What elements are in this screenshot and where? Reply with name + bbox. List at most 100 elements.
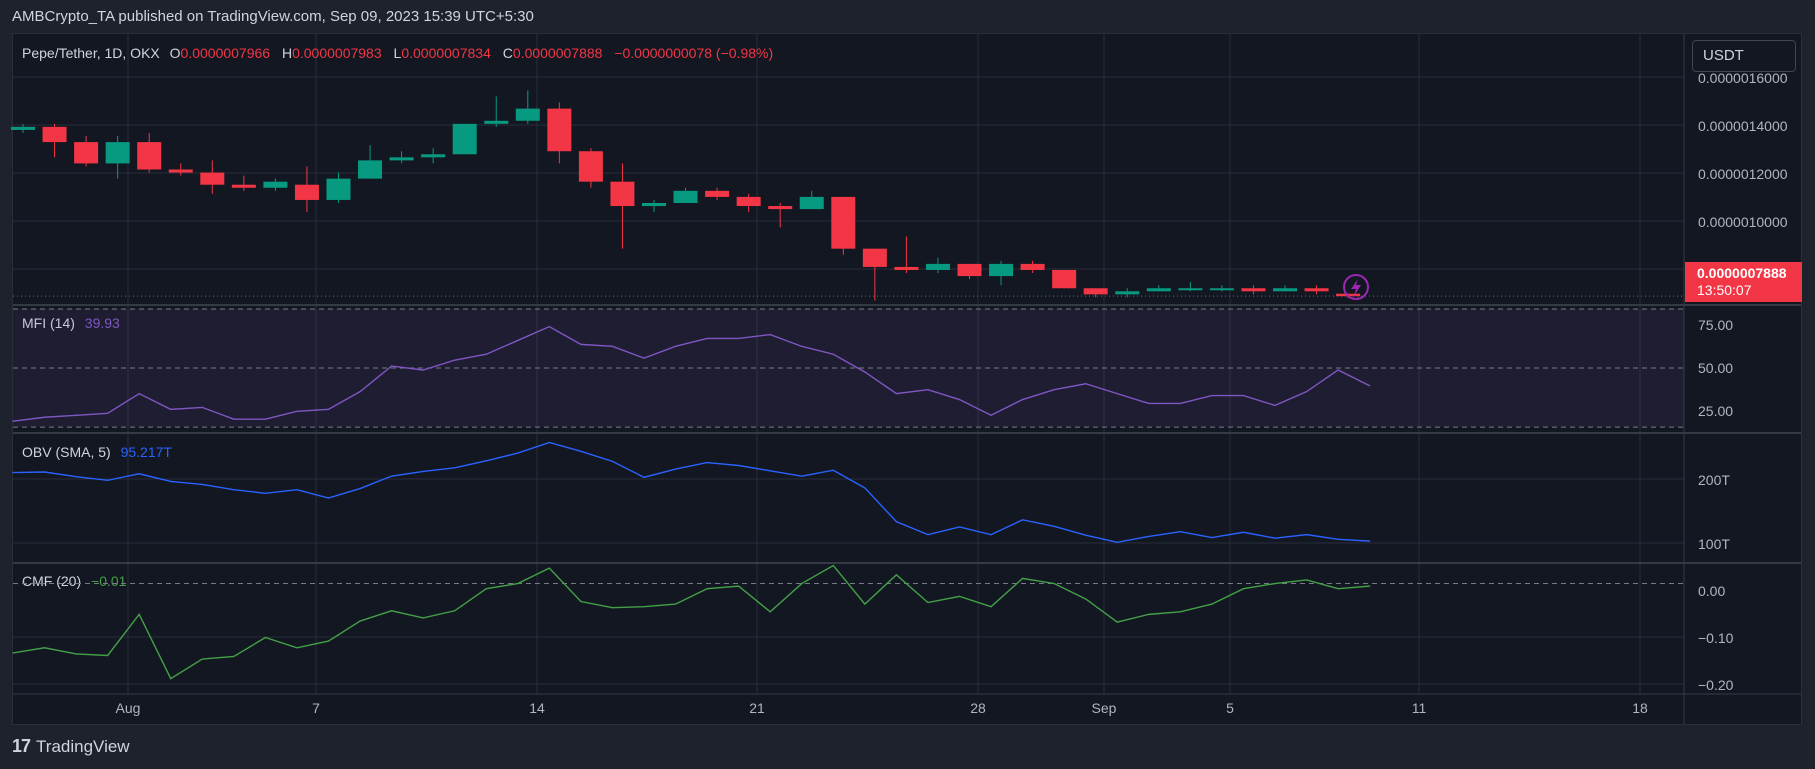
obv-point [1116, 541, 1118, 543]
cmf-point [832, 564, 834, 567]
cmf-point [674, 603, 677, 605]
time-tick: Sep [1092, 700, 1117, 716]
mfi-band-fill [13, 308, 1684, 428]
price-tick: 0.0000014000 [1698, 118, 1788, 134]
obv-point [832, 469, 834, 471]
candle-body [1273, 288, 1297, 292]
svg-text:CMF (20) −0.01: CMF (20) −0.01 [22, 573, 127, 589]
candle-body [1146, 288, 1171, 292]
mfi-point [12, 420, 14, 422]
last-price-tag: 0.0000007888 13:50:07 [1685, 262, 1802, 302]
cmf-point [1053, 582, 1055, 585]
mfi-point [1053, 389, 1055, 391]
cmf-point [706, 588, 708, 590]
obv-point [864, 487, 866, 489]
mfi-point [485, 353, 487, 355]
candle-body [515, 108, 540, 121]
legend-c-label: C [503, 45, 513, 61]
obv-point [517, 452, 519, 454]
candle-body [1209, 288, 1234, 291]
cmf-point [327, 640, 330, 642]
mfi-point [958, 398, 961, 401]
obv-label: OBV (SMA, 5) [22, 444, 111, 460]
time-tick: 21 [749, 700, 765, 716]
obv-point [674, 468, 677, 470]
cmf-point [801, 582, 803, 585]
time-tick: 11 [1412, 700, 1427, 716]
publisher-header: AMBCrypto_TA published on TradingView.co… [12, 8, 534, 25]
cmf-point [233, 655, 235, 658]
candle-body [1115, 291, 1140, 295]
obv-point [422, 470, 424, 473]
obv-point [1305, 534, 1308, 536]
mfi-point [107, 412, 109, 414]
cmf-point [422, 617, 424, 619]
candle-body [1178, 288, 1203, 291]
cmf-point [170, 677, 172, 680]
obv-point [1242, 531, 1245, 533]
currency-button[interactable]: USDT [1692, 40, 1796, 72]
mfi-point [643, 357, 645, 359]
obv-point [1085, 534, 1087, 536]
mfi-point [1148, 402, 1150, 405]
legend-open: 0.0000007966 [181, 45, 271, 61]
mfi-point [359, 391, 361, 393]
lightning-alert-icon[interactable] [1343, 274, 1369, 300]
mfi-point [43, 416, 46, 418]
candle-body [294, 184, 319, 200]
cmf-point [43, 647, 46, 649]
cmf-tick: 0.00 [1698, 583, 1725, 599]
cmf-point [738, 585, 740, 587]
cmf-tick: −0.10 [1698, 630, 1734, 646]
candle-body [547, 108, 572, 152]
obv-point [801, 475, 803, 477]
candle-body [799, 196, 824, 210]
chart-area[interactable] [12, 33, 1802, 725]
mfi-tick: 50.00 [1698, 360, 1733, 376]
mfi-point [927, 389, 929, 391]
obv-point [1053, 525, 1055, 527]
mfi-point [548, 326, 550, 328]
candle-body [168, 169, 193, 173]
obv-point [296, 489, 298, 491]
mfi-point [864, 371, 866, 373]
obv-point [927, 534, 929, 536]
candle-body [1020, 263, 1045, 270]
mfi-point [1369, 385, 1371, 387]
obv-point [201, 483, 203, 486]
mfi-point [738, 337, 740, 340]
candle-body [925, 263, 950, 270]
mfi-point [75, 414, 77, 416]
candle-body [894, 266, 919, 270]
mfi-line [12, 325, 1370, 422]
candle-body [957, 263, 982, 277]
obv-point [327, 497, 330, 499]
footer-brand[interactable]: TradingView [36, 736, 130, 756]
candle-body [421, 154, 446, 158]
obv-point [738, 464, 740, 467]
cmf-point [1085, 598, 1087, 600]
mfi-point [990, 414, 992, 416]
mfi-point [296, 410, 298, 412]
obv-point [958, 526, 961, 528]
mfi-point [580, 343, 582, 345]
cmf-point [1022, 577, 1024, 580]
candle-body [862, 248, 887, 267]
svg-text:OBV (SMA, 5) 95.217T: OBV (SMA, 5) 95.217T [22, 444, 172, 460]
candle-body [1304, 288, 1329, 292]
svg-text:MFI (14) 39.93: MFI (14) 39.93 [22, 315, 120, 331]
candle-body [989, 263, 1014, 277]
cmf-point [138, 613, 140, 615]
cmf-point [643, 606, 645, 608]
price-tick: 0.0000016000 [1698, 70, 1788, 86]
obv-tick: 200T [1698, 472, 1730, 488]
mfi-point [138, 393, 140, 395]
obv-line [12, 441, 1370, 544]
mfi-point [201, 406, 203, 408]
obv-point [75, 476, 77, 478]
obv-point [769, 470, 771, 472]
tradingview-logo-icon[interactable]: 17 [12, 736, 31, 756]
obv-point [12, 471, 14, 474]
cmf-point [958, 595, 961, 597]
